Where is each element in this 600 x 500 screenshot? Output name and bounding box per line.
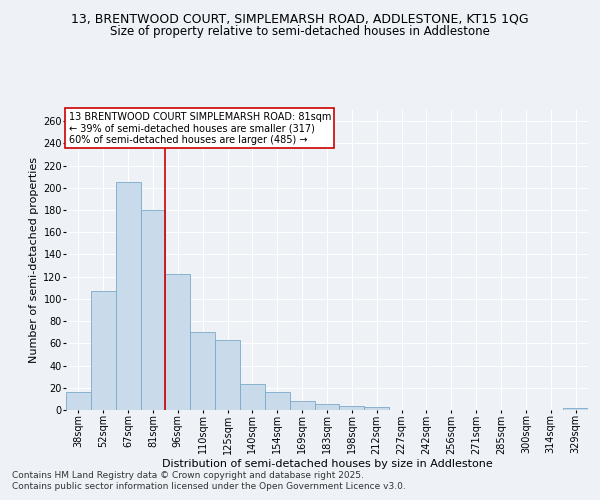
Bar xyxy=(314,404,340,410)
Text: Contains public sector information licensed under the Open Government Licence v3: Contains public sector information licen… xyxy=(12,482,406,491)
Bar xyxy=(66,392,91,410)
Text: Contains HM Land Registry data © Crown copyright and database right 2025.: Contains HM Land Registry data © Crown c… xyxy=(12,471,364,480)
Bar xyxy=(290,401,314,410)
Bar xyxy=(166,274,190,410)
X-axis label: Distribution of semi-detached houses by size in Addlestone: Distribution of semi-detached houses by … xyxy=(161,459,493,469)
Bar xyxy=(563,408,588,410)
Bar xyxy=(215,340,240,410)
Y-axis label: Number of semi-detached properties: Number of semi-detached properties xyxy=(29,157,39,363)
Bar xyxy=(240,384,265,410)
Bar xyxy=(190,332,215,410)
Text: Size of property relative to semi-detached houses in Addlestone: Size of property relative to semi-detach… xyxy=(110,25,490,38)
Bar xyxy=(340,406,364,410)
Bar xyxy=(364,406,389,410)
Text: 13 BRENTWOOD COURT SIMPLEMARSH ROAD: 81sqm
← 39% of semi-detached houses are sma: 13 BRENTWOOD COURT SIMPLEMARSH ROAD: 81s… xyxy=(68,112,331,144)
Text: 13, BRENTWOOD COURT, SIMPLEMARSH ROAD, ADDLESTONE, KT15 1QG: 13, BRENTWOOD COURT, SIMPLEMARSH ROAD, A… xyxy=(71,12,529,26)
Bar xyxy=(265,392,290,410)
Bar xyxy=(91,291,116,410)
Bar xyxy=(140,210,166,410)
Bar xyxy=(116,182,140,410)
